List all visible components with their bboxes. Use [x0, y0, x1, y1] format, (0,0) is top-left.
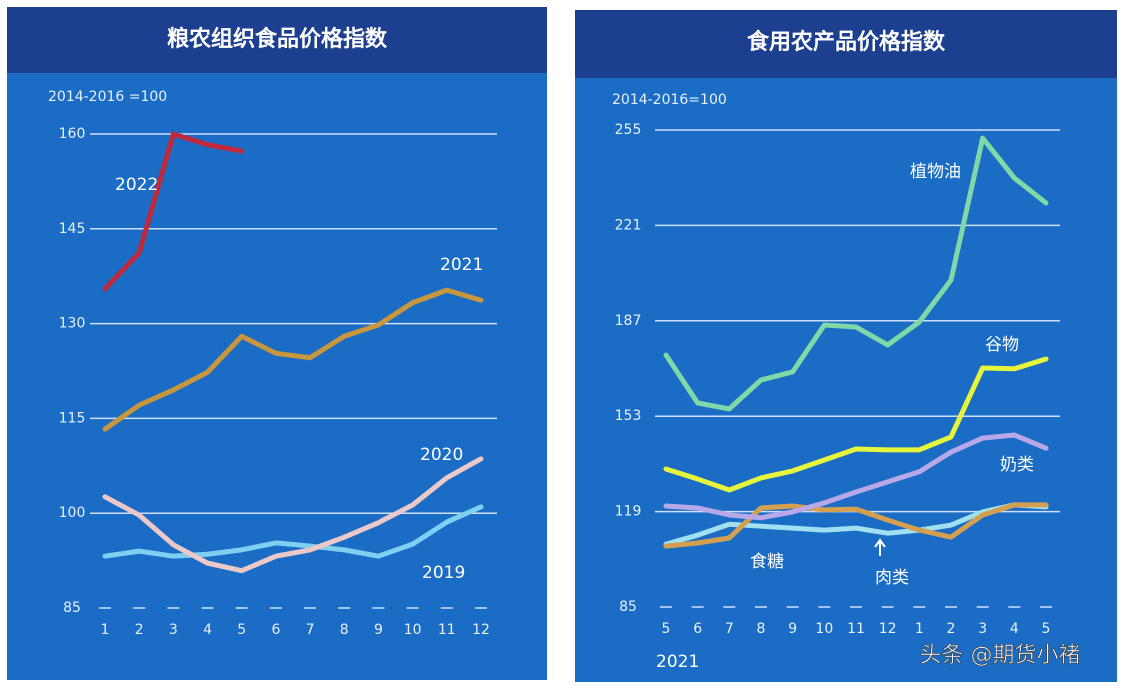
x-tick-label: 7 — [725, 621, 734, 637]
x-tick-label: 12 — [879, 621, 897, 637]
x-tick-label: 3 — [978, 621, 987, 637]
panel — [575, 10, 1117, 682]
y-tick-label: 85 — [63, 600, 81, 616]
series-label: 食糖 — [750, 552, 784, 572]
series-label: 2021 — [440, 255, 483, 275]
x-tick-label: 2 — [135, 622, 144, 638]
x-tick-label: 4 — [203, 622, 212, 638]
x-tick-label: 11 — [438, 622, 456, 638]
series-line — [663, 502, 1049, 549]
x-tick-label: 8 — [757, 621, 766, 637]
series-line — [102, 456, 484, 574]
x-tick-label: 8 — [340, 622, 349, 638]
chart-title: 食用农产品价格指数 — [747, 29, 946, 55]
series-label: 2019 — [422, 563, 465, 583]
year-label: 2021 — [656, 652, 699, 672]
x-tick-label: 9 — [788, 621, 797, 637]
panel-header — [7, 7, 547, 73]
x-tick-label: 5 — [1042, 621, 1051, 637]
y-tick-label: 115 — [59, 410, 86, 426]
panel-header — [575, 10, 1117, 78]
watermark: 头条 @期货小褚 — [920, 643, 1081, 668]
x-tick-label: 6 — [271, 622, 280, 638]
y-tick-label: 160 — [59, 126, 86, 142]
x-tick-label: 6 — [693, 621, 702, 637]
x-tick-label: 7 — [306, 622, 315, 638]
series-line — [102, 131, 245, 292]
series-label: 植物油 — [910, 162, 961, 182]
y-tick-label: 221 — [615, 217, 642, 233]
series-line — [663, 432, 1049, 521]
subtitle: 2014-2016=100 — [612, 92, 727, 108]
panel — [7, 7, 547, 680]
y-tick-label: 130 — [59, 316, 86, 332]
y-tick-label: 153 — [615, 408, 642, 424]
x-tick-label: 5 — [662, 621, 671, 637]
series-label: 2022 — [115, 175, 158, 195]
x-tick-label: 11 — [847, 621, 865, 637]
x-tick-label: 10 — [815, 621, 833, 637]
chart-title: 粮农组织食品价格指数 — [167, 26, 388, 52]
series-label: 谷物 — [985, 335, 1019, 355]
y-tick-label: 100 — [59, 505, 86, 521]
x-tick-label: 5 — [237, 622, 246, 638]
series-line — [663, 135, 1049, 412]
x-tick-label: 9 — [374, 622, 383, 638]
series-label: 2020 — [420, 445, 463, 465]
y-tick-label: 145 — [59, 221, 86, 237]
series-line — [102, 504, 484, 559]
subtitle: 2014-2016 =100 — [48, 89, 167, 105]
series-label: 肉类 — [875, 568, 909, 588]
arrow — [874, 538, 886, 556]
y-tick-label: 119 — [615, 504, 642, 520]
series-line — [663, 502, 1049, 547]
x-tick-label: 3 — [169, 622, 178, 638]
y-tick-label: 187 — [615, 313, 642, 329]
x-tick-label: 4 — [1010, 621, 1019, 637]
y-tick-label: 255 — [615, 122, 642, 138]
series-line — [102, 287, 484, 432]
x-tick-label: 12 — [472, 622, 490, 638]
y-tick-label: 85 — [619, 599, 637, 615]
series-line — [663, 356, 1049, 493]
x-tick-label: 10 — [404, 622, 422, 638]
x-tick-label: 2 — [947, 621, 956, 637]
x-tick-label: 1 — [915, 621, 924, 637]
x-tick-label: 1 — [101, 622, 110, 638]
series-label: 奶类 — [1000, 455, 1034, 475]
